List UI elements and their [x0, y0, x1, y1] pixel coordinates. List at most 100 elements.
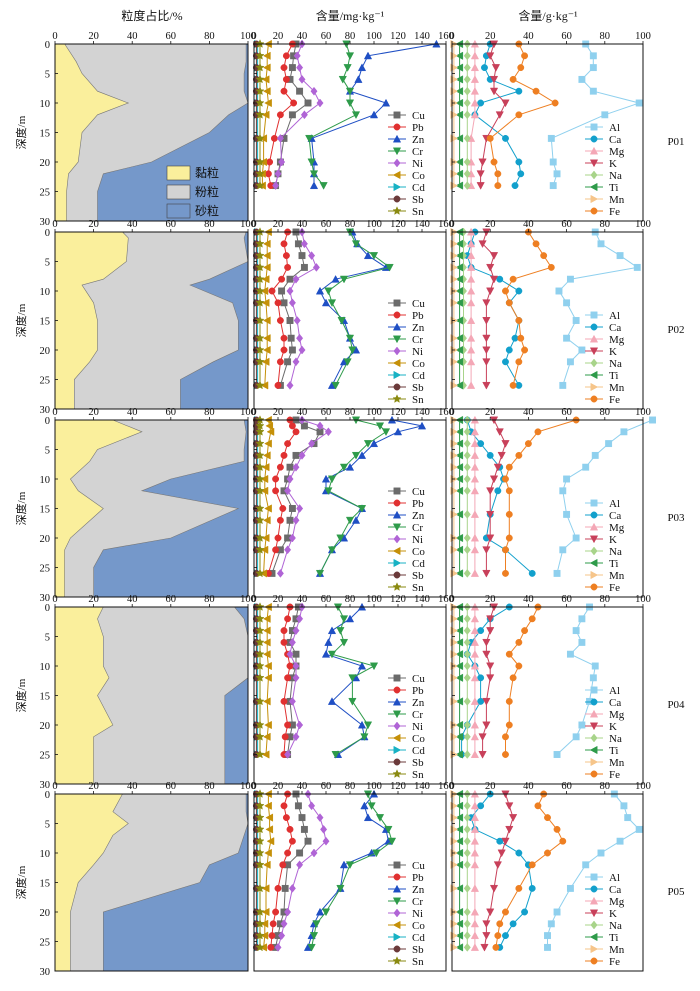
data-point-fe	[524, 440, 532, 448]
legend-label-cd: Cd	[412, 370, 425, 382]
data-point-cu	[296, 849, 304, 857]
data-point-co	[261, 750, 270, 759]
data-point-cr	[307, 943, 316, 952]
legend-marker-pb	[393, 499, 401, 507]
data-point-co	[261, 884, 270, 893]
legend-marker-cd	[393, 182, 402, 192]
legend-marker-sn	[392, 206, 402, 215]
data-point-k	[482, 638, 491, 647]
y-tick-label: 10	[40, 287, 51, 298]
data-point-pb	[284, 721, 292, 729]
legend-marker-na	[590, 546, 598, 556]
legend-marker-co	[392, 170, 401, 180]
data-point-cr	[387, 837, 397, 846]
legend-label-sn: Sn	[412, 582, 424, 594]
data-point-cr	[312, 920, 321, 929]
data-point-fe	[515, 638, 523, 646]
series-al	[547, 40, 643, 190]
grain-y-ticks: 0 5 10 15 20 25 30	[40, 603, 58, 791]
data-point-ti	[455, 801, 464, 810]
data-point-mg	[470, 626, 480, 635]
legend-label-ti: Ti	[609, 182, 618, 194]
x-tick-label: 20	[273, 407, 284, 418]
data-point-ca	[511, 182, 519, 190]
data-point-sn	[255, 474, 265, 483]
y-tick-label: 15	[40, 317, 51, 328]
data-point-fe	[559, 837, 567, 845]
data-point-cr	[305, 134, 314, 143]
legend-label-cu: Cu	[412, 860, 425, 872]
data-point-cu	[298, 252, 306, 260]
data-point-ti	[455, 813, 464, 822]
data-point-al	[544, 932, 551, 940]
data-point-co	[262, 63, 271, 72]
data-point-sn	[255, 907, 265, 916]
data-point-pb	[274, 884, 282, 892]
series-fe	[502, 416, 580, 577]
data-point-co	[261, 463, 270, 472]
series-sn	[255, 602, 265, 759]
data-point-mg	[470, 720, 480, 729]
data-point-na	[463, 661, 471, 671]
data-point-k	[486, 510, 495, 519]
data-point-mg	[466, 251, 476, 260]
data-point-ti	[455, 263, 464, 272]
grain-y-ticks: 0 5 10 15 20 25 30	[40, 228, 58, 416]
legend-marker-al	[590, 311, 598, 319]
data-point-sn	[255, 720, 265, 729]
data-point-sn	[255, 883, 265, 893]
legend-label-al: Al	[609, 122, 620, 134]
data-point-ti	[455, 569, 464, 578]
data-point-co	[262, 345, 271, 355]
data-point-na	[463, 931, 471, 941]
legend-label-mn: Mn	[609, 194, 625, 206]
data-point-ni	[298, 74, 306, 84]
data-point-ti	[455, 661, 464, 671]
legend-marker-zn	[392, 322, 402, 331]
data-point-ca	[481, 64, 488, 72]
data-point-cr	[345, 334, 355, 343]
data-point-mg	[470, 860, 480, 869]
data-point-k	[509, 814, 518, 822]
data-point-co	[262, 451, 271, 460]
legend-marker-al	[590, 123, 598, 131]
y-tick-label: 0	[45, 416, 50, 427]
x-tick-label: 80	[600, 407, 611, 418]
data-point-al	[605, 440, 613, 448]
legend-marker-k	[589, 909, 599, 918]
data-point-fe	[509, 75, 517, 83]
legend-marker-ni	[393, 908, 401, 918]
data-point-mg	[470, 614, 480, 623]
legend-label-sb: Sb	[412, 194, 424, 206]
series-ti	[455, 789, 464, 952]
legend-label-ca: Ca	[609, 884, 621, 896]
data-point-co	[262, 51, 271, 60]
data-point-k	[482, 932, 491, 940]
data-point-na	[463, 74, 471, 84]
major-element-header: 含量/g·kg⁻¹	[518, 8, 578, 23]
data-point-co	[261, 75, 270, 84]
series-mg	[470, 415, 480, 577]
data-point-sn	[255, 544, 265, 554]
data-point-fe	[540, 252, 548, 260]
series-cr	[324, 228, 394, 390]
column-headers: 粒度占比/% 含量/mg·kg⁻¹ 含量/g·kg⁻¹	[121, 8, 578, 23]
grain-legend-swatch	[166, 184, 191, 200]
heavy-x-axis: 0 20 40 60 80 100 120 140 160	[251, 219, 454, 232]
legend-label-pb: Pb	[412, 310, 424, 322]
series-fe	[502, 603, 542, 758]
data-point-cr	[309, 932, 319, 940]
data-point-pb	[276, 317, 284, 324]
legend-label-co: Co	[412, 170, 425, 182]
data-point-pb	[282, 52, 290, 60]
x-tick-label: 40	[523, 781, 534, 792]
data-point-fe	[502, 908, 509, 916]
data-point-cu	[281, 884, 289, 892]
data-point-pb	[286, 662, 294, 670]
data-point-ni	[322, 836, 330, 846]
